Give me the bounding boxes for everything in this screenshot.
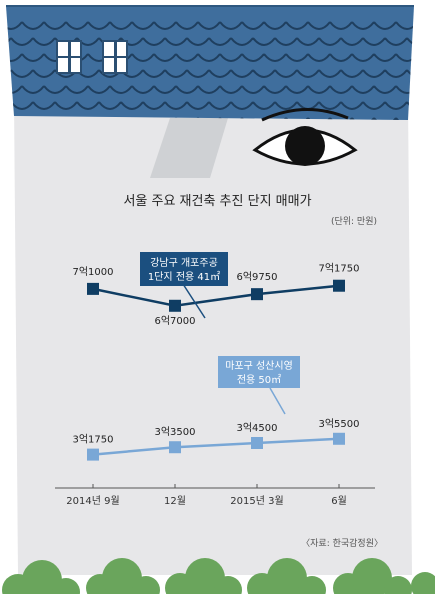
x-tick-label: 6월 <box>331 495 347 507</box>
chimney <box>150 118 228 178</box>
callout-line-seongsan <box>269 387 286 415</box>
data-label-seongsan: 3억5500 <box>318 418 359 430</box>
data-point-gaepo <box>251 288 263 301</box>
chart-title: 서울 주요 재건축 추진 단지 매매가 <box>123 194 312 209</box>
data-label-gaepo: 6억9750 <box>236 271 277 283</box>
x-tick-label: 2015년 3월 <box>230 495 283 507</box>
data-point-gaepo <box>333 279 345 292</box>
data-label-seongsan: 3억3500 <box>154 426 195 438</box>
data-label-seongsan: 3억1750 <box>72 434 113 446</box>
bushes <box>2 558 435 594</box>
data-point-seongsan <box>333 432 345 445</box>
data-point-seongsan <box>251 437 263 449</box>
series-label-box-seongsan <box>218 356 300 388</box>
data-point-gaepo <box>169 299 181 312</box>
series-line-seongsan <box>92 437 340 456</box>
data-label-gaepo: 7억1000 <box>72 266 113 278</box>
x-axis: 2014년 9월 12월 2015년 3월 6월 <box>55 484 375 507</box>
source-label: 〈자료: 한국감정원〉 <box>301 539 383 549</box>
data-point-seongsan <box>87 448 99 461</box>
x-tick-label: 2014년 9월 <box>66 495 119 507</box>
data-label-gaepo: 6억7000 <box>154 315 195 327</box>
roof-window-icon <box>102 40 128 74</box>
x-tick-label: 12월 <box>164 495 186 507</box>
series-line-gaepo <box>92 284 340 308</box>
callout-line-gaepo <box>182 283 206 319</box>
series-name-seongsan: 마포구 성산시영 <box>225 360 293 372</box>
series-label-box-gaepo <box>140 252 228 286</box>
series-name-seongsan: 전용 50㎡ <box>237 374 281 386</box>
house-wall <box>14 100 412 575</box>
data-label-seongsan: 3억4500 <box>236 422 277 434</box>
series-name-gaepo: 강남구 개포주공 <box>150 257 218 269</box>
data-point-gaepo <box>87 282 99 295</box>
series-name-gaepo: 1단지 전용 41㎡ <box>148 271 220 283</box>
unit-label: (단위: 만원) <box>330 217 377 227</box>
plot-area: 7억1000 6억7000 6억9750 7억1750 강남구 개포주공 1단지 전용 4… <box>72 252 360 461</box>
eye-icon <box>252 108 358 166</box>
roof-window-icon <box>56 40 82 74</box>
data-point-seongsan <box>169 441 181 454</box>
data-label-gaepo: 7억1750 <box>318 263 359 275</box>
